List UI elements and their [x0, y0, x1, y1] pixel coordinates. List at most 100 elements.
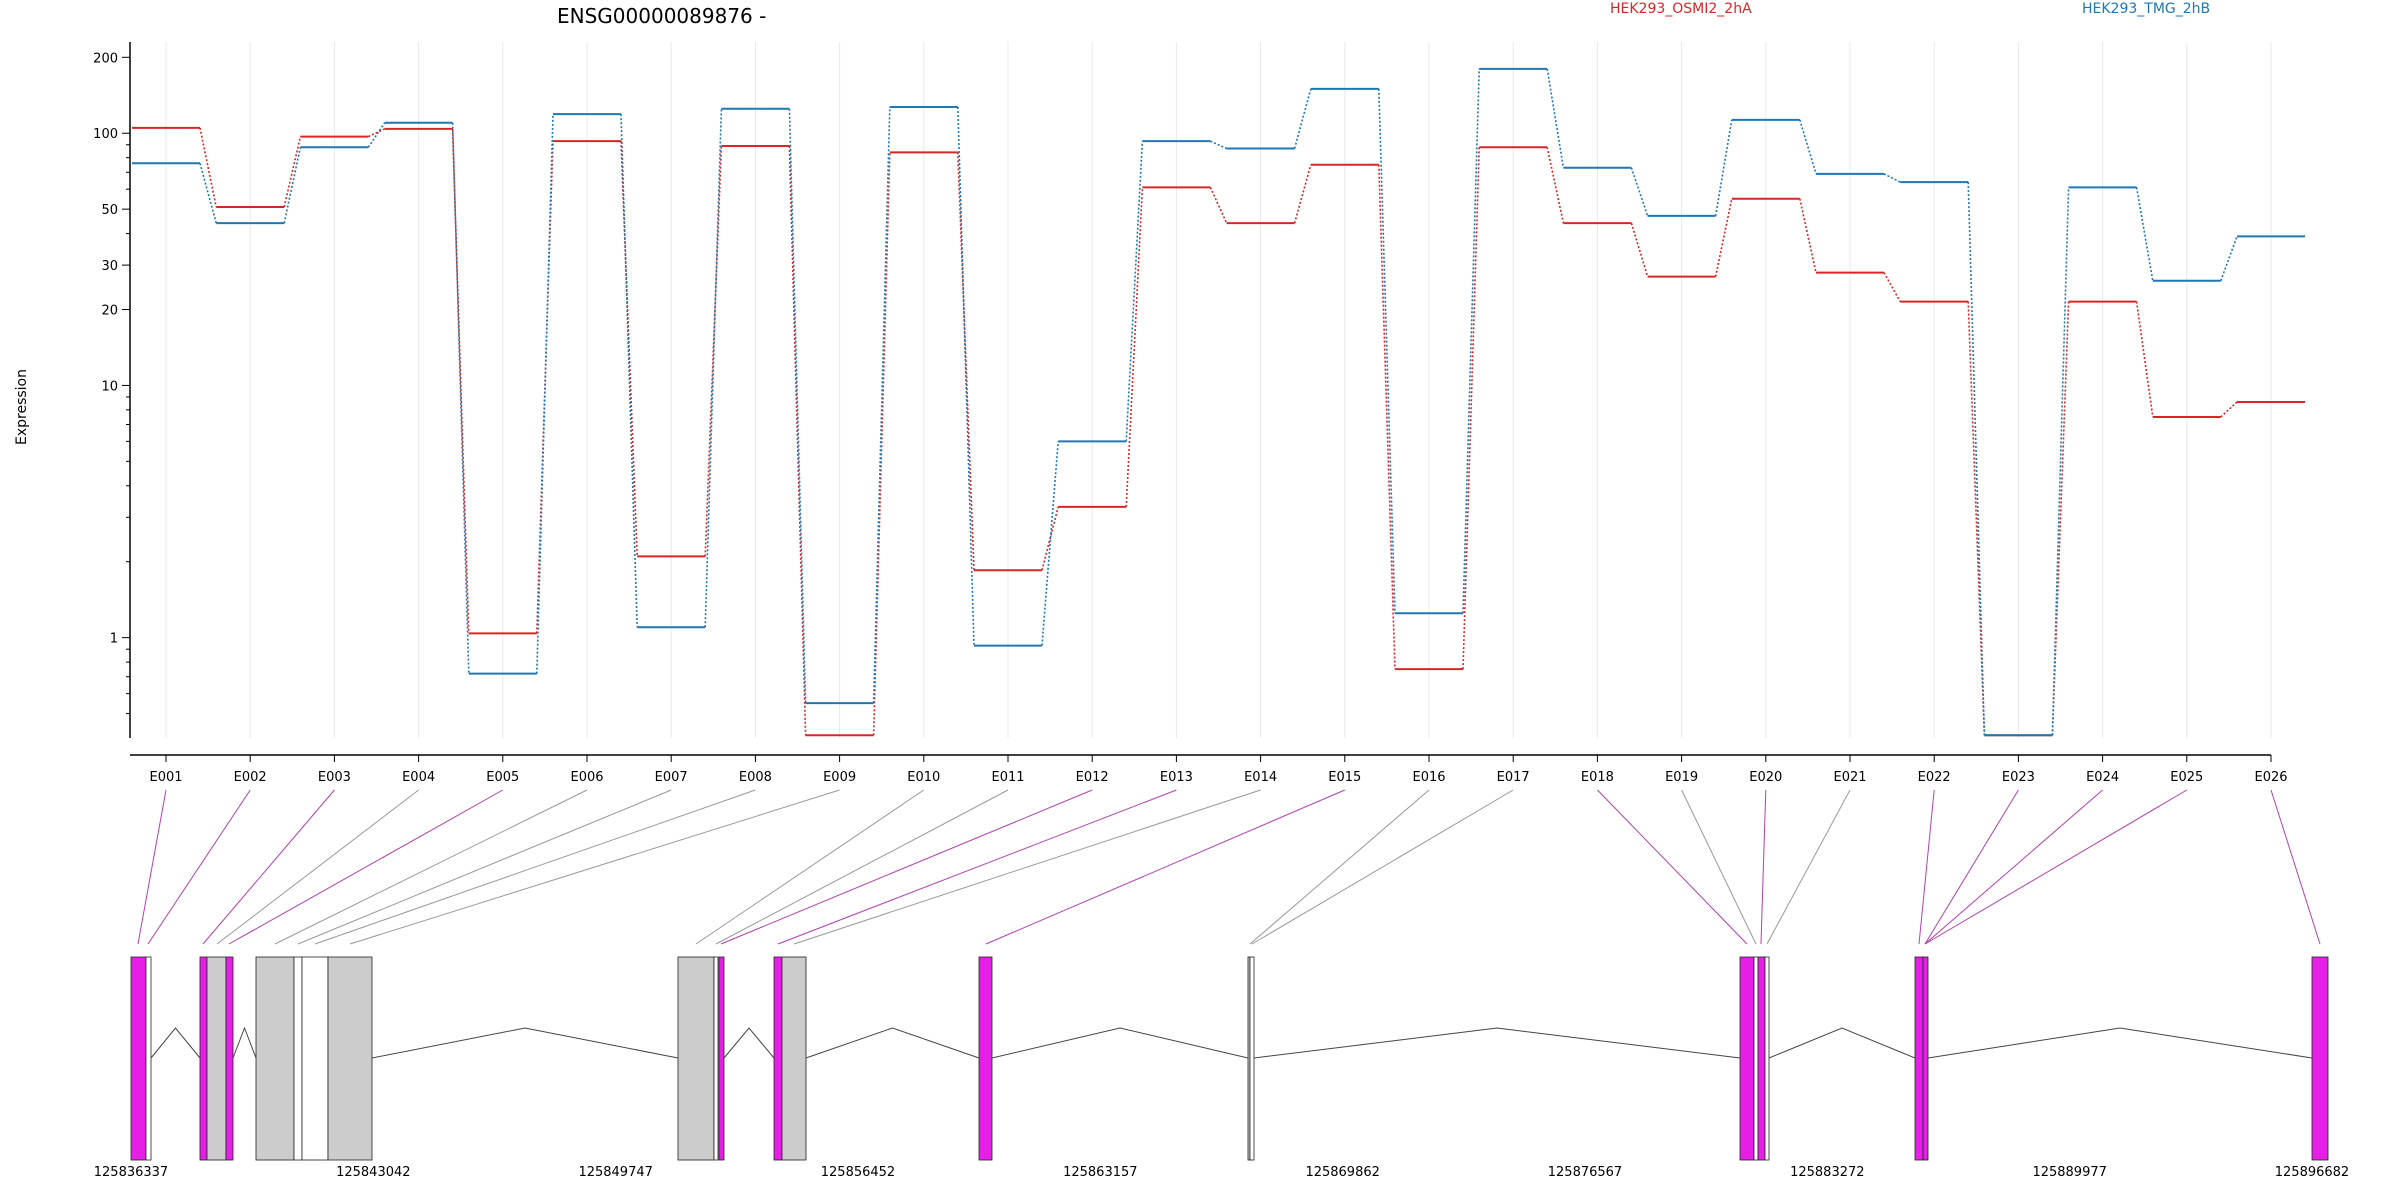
exon-box — [145, 956, 152, 1161]
series-transition — [2220, 236, 2238, 282]
exon-link-e001 — [137, 789, 167, 945]
series-transition — [788, 145, 807, 736]
coordinate-label: 125883272 — [1790, 1165, 1864, 1180]
exon-link-e014 — [793, 789, 1261, 945]
series-transition — [620, 114, 638, 628]
x-tick-label-e019: E019 — [1665, 770, 1698, 785]
series-transition — [1462, 68, 1480, 614]
series-transition — [1125, 187, 1144, 507]
exon-link-e005 — [228, 789, 504, 945]
series-transition — [1630, 222, 1649, 277]
intron-line — [1768, 1027, 1916, 1059]
series-transition — [1630, 167, 1649, 217]
x-tick-label-e023: E023 — [2002, 770, 2035, 785]
series-transition — [368, 128, 385, 138]
series-transition — [199, 163, 217, 224]
exon-link-e024 — [1924, 789, 2103, 945]
x-tick-label-e024: E024 — [2086, 770, 2119, 785]
series-1 — [132, 67, 2305, 737]
exon-box — [301, 956, 329, 1161]
coordinate-label: 125876567 — [1548, 1165, 1622, 1180]
x-tick-label-e002: E002 — [234, 770, 267, 785]
series-transition — [2220, 401, 2238, 418]
exon-link-e026 — [2270, 789, 2321, 945]
y-tick-label: 200 — [93, 51, 118, 66]
intron-line — [232, 1026, 257, 1059]
exon-box — [327, 956, 373, 1161]
coordinate-label: 125843042 — [336, 1165, 410, 1180]
exon-link-e002 — [147, 789, 251, 945]
y-tick-label: 10 — [101, 379, 118, 394]
x-tick-label-e009: E009 — [823, 770, 856, 785]
coordinate-label: 125889977 — [2032, 1165, 2106, 1180]
legend-entry-osmi: HEK293_OSMI2_2hA — [1610, 1, 1752, 17]
series-transition — [199, 127, 217, 208]
x-tick-label-e016: E016 — [1412, 770, 1445, 785]
series-transition — [1378, 88, 1396, 614]
x-tick-label-e012: E012 — [1076, 770, 1109, 785]
series-transition — [1293, 164, 1312, 224]
exon-box — [1739, 956, 1755, 1161]
x-tick-label-e020: E020 — [1749, 770, 1782, 785]
exon-link-e023 — [1924, 789, 2019, 945]
exon-link-e009 — [349, 789, 840, 945]
exon-box — [206, 956, 227, 1161]
series-transition — [872, 152, 891, 736]
x-tick-label-e022: E022 — [1918, 770, 1951, 785]
series-transition — [1799, 119, 1817, 175]
series-transition — [1883, 272, 1901, 302]
exon-box — [2311, 956, 2329, 1161]
x-tick-label-e017: E017 — [1497, 770, 1530, 785]
exon-box — [1249, 956, 1255, 1161]
x-tick-label-e013: E013 — [1160, 770, 1193, 785]
x-tick-label-e001: E001 — [149, 770, 182, 785]
series-transition — [1293, 88, 1312, 149]
x-tick-label-e011: E011 — [991, 770, 1024, 785]
exon-box — [1757, 956, 1766, 1161]
exon-box — [1753, 956, 1759, 1161]
series-transition — [1883, 173, 1901, 183]
series-transition — [1125, 141, 1144, 442]
y-tick-label: 50 — [101, 203, 118, 218]
x-tick-label-e026: E026 — [2254, 770, 2287, 785]
exon-box — [1764, 956, 1770, 1161]
y-tick-label: 100 — [93, 127, 118, 142]
series-transition — [1967, 182, 1986, 736]
x-tick-label-e018: E018 — [1581, 770, 1614, 785]
exon-link-e017 — [1251, 789, 1514, 945]
intron-line — [805, 1027, 980, 1059]
exon-box — [677, 956, 715, 1161]
exon-link-e003 — [202, 789, 335, 945]
series-transition — [1799, 198, 1817, 273]
series-transition — [957, 107, 975, 646]
y-axis-label: Expression — [14, 369, 30, 445]
series-transition — [704, 108, 723, 628]
x-tick-label-e007: E007 — [655, 770, 688, 785]
intron-line — [150, 1027, 201, 1059]
exon-link-e008 — [314, 789, 756, 945]
x-tick-label-e008: E008 — [739, 770, 772, 785]
y-tick-label: 30 — [101, 259, 118, 274]
coordinate-label: 125849747 — [578, 1165, 652, 1180]
series-transition — [1041, 441, 1059, 646]
exon-box — [130, 956, 147, 1161]
exon-link-e021 — [1766, 789, 1851, 945]
series-transition — [1378, 164, 1396, 670]
exon-box — [978, 956, 993, 1161]
series-transition — [1210, 140, 1227, 150]
x-tick-label-e010: E010 — [907, 770, 940, 785]
series-transition — [1546, 147, 1565, 224]
exon-link-e007 — [297, 789, 672, 945]
coordinate-label: 125896682 — [2275, 1165, 2349, 1180]
series-transition — [2135, 301, 2154, 418]
x-tick-label-e006: E006 — [570, 770, 603, 785]
intron-line — [1927, 1027, 2313, 1059]
exon-link-e006 — [274, 789, 588, 945]
series-transition — [367, 122, 386, 148]
series-transition — [536, 114, 554, 674]
series-transition — [2051, 187, 2070, 736]
exon-link-e010 — [695, 789, 925, 945]
intron-line — [723, 1027, 775, 1059]
exon-link-e004 — [216, 789, 419, 945]
